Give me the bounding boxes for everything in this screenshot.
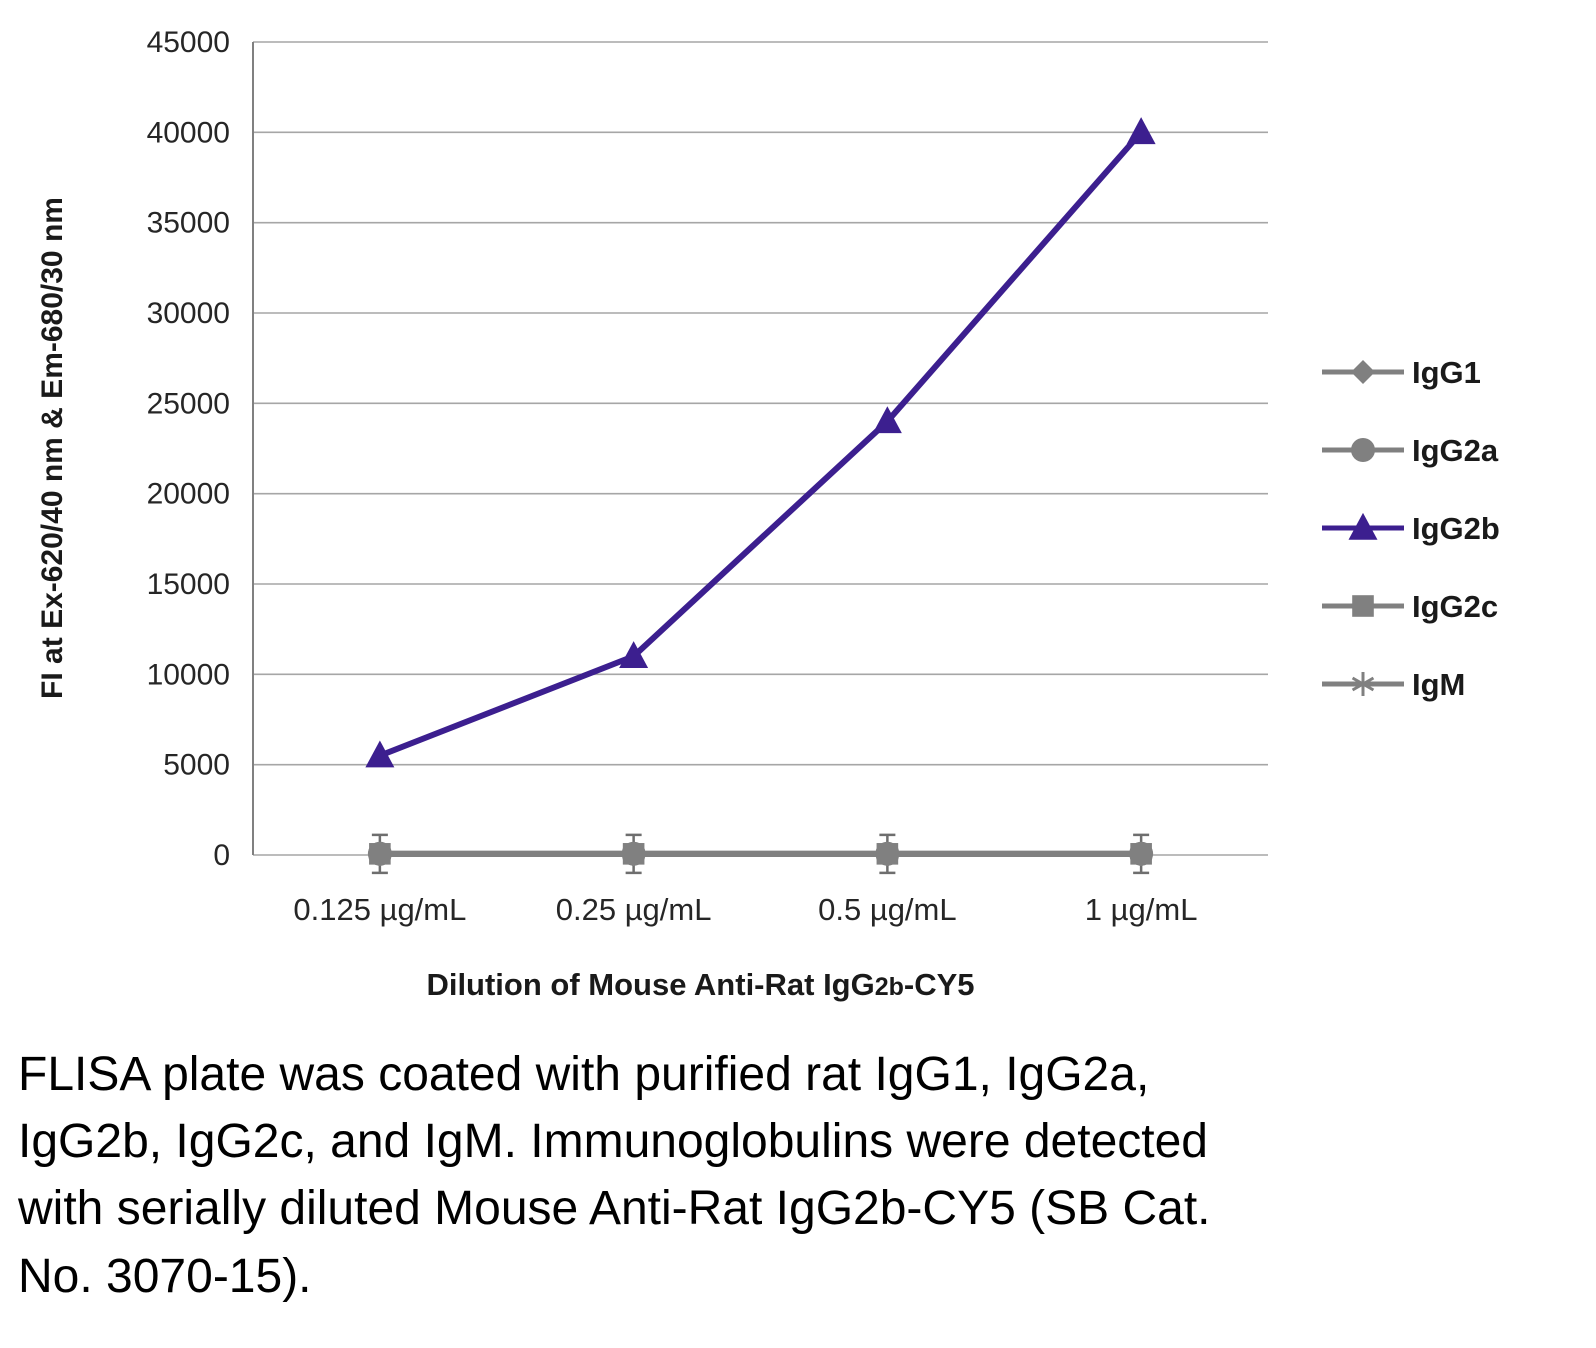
y-tick-label: 10000 (147, 658, 230, 691)
circle-marker (367, 841, 392, 866)
legend-item-IgG1: IgG1 (1322, 355, 1481, 390)
legend-item-IgG2b: IgG2b (1322, 511, 1500, 546)
series-IgG2a (367, 841, 1154, 866)
triangle-marker (1126, 117, 1156, 145)
flisa-line-chart: 0 5000 10000 15000 20000 25000 30000 35000 40000… (36, 26, 1500, 1002)
y-tick-label: 15000 (147, 568, 230, 601)
y-tick-label: 25000 (147, 387, 230, 420)
x-axis-title: Dilution of Mouse Anti-Rat IgG2b-CY5 (426, 967, 974, 1002)
y-tick-label: 20000 (147, 478, 230, 511)
diamond-marker (1351, 360, 1375, 384)
y-tick-label: 45000 (147, 26, 230, 59)
x-tick-label: 0.5 µg/mL (818, 892, 957, 927)
legend-label: IgM (1412, 667, 1465, 702)
legend-label: IgG2b (1412, 511, 1500, 546)
legend-item-IgM: IgM (1322, 667, 1465, 702)
y-tick-label: 35000 (147, 207, 230, 240)
y-tick-label: 40000 (147, 116, 230, 149)
series-IgG2b (365, 117, 1156, 768)
legend: IgG1 IgG2a IgG2b IgG2c IgM (1322, 355, 1500, 702)
circle-marker (1351, 438, 1375, 462)
legend-item-IgG2a: IgG2a (1322, 433, 1499, 468)
circle-marker (1129, 841, 1154, 866)
figure-caption: FLISA plate was coated with purified rat… (18, 1048, 1211, 1303)
legend-label: IgG1 (1412, 355, 1481, 390)
circle-marker (621, 841, 646, 866)
legend-label: IgG2c (1412, 589, 1498, 624)
x-tick-label: 1 µg/mL (1085, 892, 1198, 927)
x-tick-label: 0.25 µg/mL (556, 892, 712, 927)
triangle-marker (1348, 512, 1378, 540)
legend-label: IgG2a (1412, 433, 1499, 468)
triangle-marker (365, 740, 395, 768)
y-tick-label: 30000 (147, 297, 230, 330)
x-tick-label: 0.125 µg/mL (293, 892, 466, 927)
square-marker (1352, 595, 1374, 617)
y-tick-label: 5000 (163, 749, 230, 782)
legend-item-IgG2c: IgG2c (1322, 589, 1498, 624)
series-line (378, 130, 1144, 759)
triangle-marker (619, 641, 649, 668)
star-marker (1351, 676, 1375, 692)
circle-marker (875, 841, 900, 866)
triangle-marker (872, 406, 902, 434)
y-axis-title: FI at Ex-620/40 nm & Em-680/30 nm (36, 197, 69, 699)
y-tick-label: 0 (213, 839, 230, 872)
